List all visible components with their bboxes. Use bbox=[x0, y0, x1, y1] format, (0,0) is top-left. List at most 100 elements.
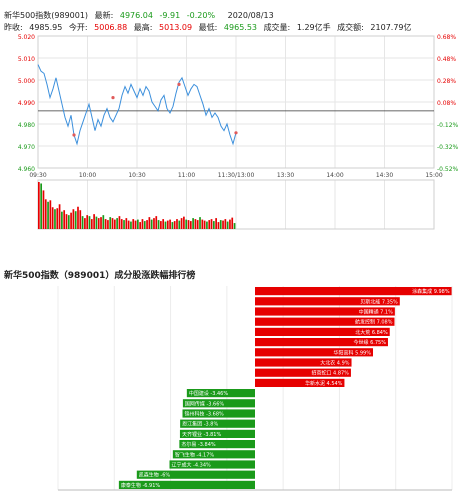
volume-bar bbox=[203, 220, 206, 229]
volume-bar bbox=[219, 220, 222, 229]
high-value: 5013.09 bbox=[159, 23, 193, 32]
volume-bar bbox=[189, 221, 192, 229]
quote-header-row-1: 新华500指数(989001) 最新: 4976.04 -9.91 -0.20%… bbox=[4, 10, 278, 21]
rank-bar bbox=[118, 480, 255, 489]
rank-bar bbox=[136, 470, 255, 479]
rank-bar-label: 杰尔易 -3.84% bbox=[181, 441, 216, 448]
latest-label: 最新: bbox=[94, 11, 114, 20]
volume-bar bbox=[127, 220, 130, 229]
volume-bar bbox=[194, 219, 197, 229]
y-tick-right: 0.48% bbox=[437, 56, 456, 63]
volume-bar bbox=[196, 220, 199, 229]
volume-bar bbox=[125, 218, 128, 229]
rank-bar bbox=[169, 460, 255, 469]
volume-bar bbox=[132, 219, 135, 229]
y-tick-left: 4.970 bbox=[18, 144, 35, 151]
x-tick: 13:30 bbox=[277, 172, 294, 179]
rank-bar-label: 大北农 4.9% bbox=[320, 360, 350, 367]
volume-bar bbox=[67, 215, 70, 229]
trade-marker bbox=[234, 131, 238, 135]
volume-bar bbox=[95, 216, 98, 229]
low-label: 最低: bbox=[198, 23, 218, 32]
rank-bar bbox=[186, 389, 255, 398]
x-tick: 11:00 bbox=[178, 172, 195, 179]
volume-bar bbox=[173, 221, 176, 229]
volume-bar bbox=[104, 219, 107, 229]
volume-bar bbox=[77, 206, 79, 229]
y-tick-left: 4.960 bbox=[18, 166, 35, 173]
y-tick-left: 4.980 bbox=[18, 122, 35, 129]
rank-bar-label: 招商蛇口 4.87% bbox=[311, 370, 349, 377]
volume-bar bbox=[88, 216, 91, 229]
volume-bar bbox=[139, 222, 142, 229]
volume-bar bbox=[192, 218, 194, 229]
volume-value: 1.29亿手 bbox=[296, 23, 331, 32]
amount-label: 成交额: bbox=[337, 23, 364, 32]
volume-bar bbox=[70, 212, 72, 229]
volume-bar bbox=[229, 219, 231, 229]
volume-bar bbox=[201, 219, 204, 229]
volume-bar bbox=[107, 220, 109, 229]
rank-bar bbox=[255, 368, 351, 377]
volume-bar bbox=[210, 219, 213, 229]
volume-bar bbox=[137, 219, 139, 229]
volume-bar bbox=[208, 220, 211, 229]
volume-bar bbox=[51, 207, 54, 229]
rank-bar-label: 恩江集团 -3.8% bbox=[182, 421, 218, 428]
trade-marker bbox=[177, 82, 181, 86]
volume-bar bbox=[169, 219, 171, 229]
volume-bar bbox=[206, 221, 208, 229]
volume-bar bbox=[102, 215, 105, 229]
high-label: 最高: bbox=[133, 23, 153, 32]
volume-bar bbox=[56, 208, 59, 229]
y-tick-right: -0.32% bbox=[437, 144, 459, 151]
amount-value: 2107.79亿 bbox=[370, 23, 412, 32]
volume-bar bbox=[123, 220, 125, 229]
volume-bar bbox=[42, 190, 45, 229]
volume-bar bbox=[93, 214, 95, 229]
volume-bar bbox=[49, 200, 52, 229]
volume-bar bbox=[84, 218, 86, 229]
rank-bar bbox=[255, 358, 352, 367]
volume-bar bbox=[148, 217, 151, 229]
change-value: -9.91 bbox=[159, 11, 181, 20]
rank-bar bbox=[179, 440, 255, 449]
x-tick: 15:00 bbox=[425, 172, 442, 179]
x-tick: 14:00 bbox=[326, 172, 343, 179]
y-tick-right: -0.12% bbox=[437, 122, 459, 129]
quote-date: 2020/08/13 bbox=[227, 11, 274, 20]
rank-bar bbox=[255, 378, 345, 387]
volume-bar bbox=[153, 218, 155, 229]
rank-bar-label: 天齐锂业 -3.81% bbox=[182, 431, 222, 438]
x-tick: 14:30 bbox=[376, 172, 393, 179]
volume-bar bbox=[176, 219, 178, 229]
rank-bar-label: 华新水泥 4.54% bbox=[305, 380, 343, 387]
rank-bar-label: 北大荒 6.84% bbox=[355, 329, 388, 336]
rank-bar-label: 中国精通 7.1% bbox=[359, 309, 394, 316]
y-tick-left: 5.020 bbox=[18, 34, 35, 41]
volume-bar bbox=[185, 219, 188, 229]
volume-bar bbox=[187, 220, 190, 229]
volume-bar bbox=[47, 201, 49, 229]
open-label: 今开: bbox=[68, 23, 88, 32]
volume-bar bbox=[157, 220, 160, 229]
volume-bar bbox=[116, 218, 118, 229]
price-plot-frame bbox=[37, 35, 435, 169]
low-value: 4965.53 bbox=[223, 23, 258, 32]
volume-label: 成交量: bbox=[263, 23, 291, 32]
quote-header-row-2: 昨收: 4985.95 今开: 5006.88 最高: 5013.09 最低: … bbox=[4, 22, 416, 33]
volume-bar bbox=[109, 217, 112, 229]
volume-bar bbox=[171, 222, 174, 229]
volume-bar bbox=[90, 219, 93, 229]
rank-bar-label: 中国建设 -3.46% bbox=[189, 390, 229, 397]
rank-bar-label: 国网传媒 -3.66% bbox=[185, 400, 225, 407]
index-name: 新华500指数(989001) bbox=[4, 11, 89, 20]
rank-bar-label: 锦州科技 -3.68% bbox=[185, 411, 225, 418]
rank-bar bbox=[172, 450, 255, 459]
volume-bar bbox=[79, 210, 82, 229]
volume-bar bbox=[86, 215, 89, 229]
trade-marker bbox=[72, 133, 76, 137]
rank-bar-label: 今世缘 6.75% bbox=[353, 339, 386, 346]
volume-bar bbox=[61, 211, 63, 229]
y-tick-left: 5.000 bbox=[18, 78, 35, 85]
